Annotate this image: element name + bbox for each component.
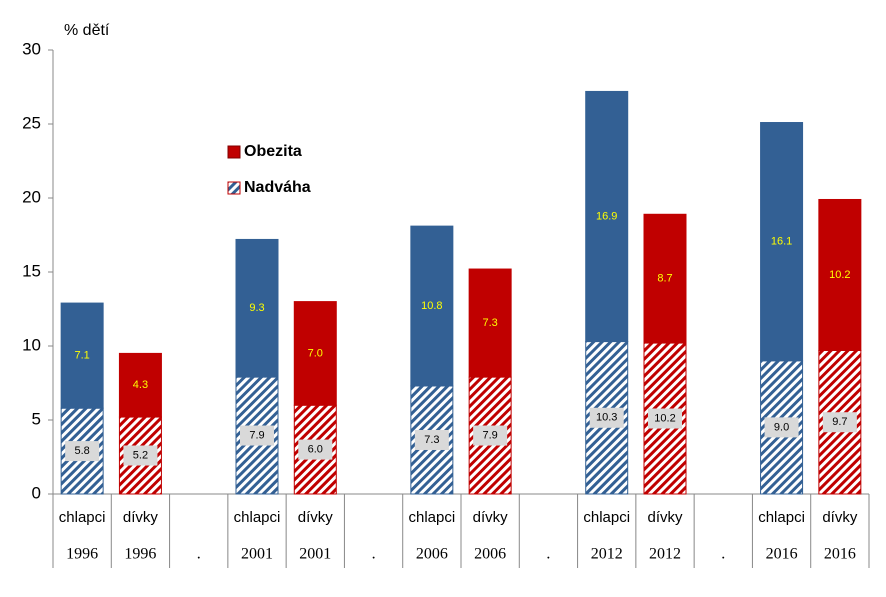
value-label: 7.0 [308,347,323,359]
bar-segment [60,302,104,409]
value-label: 7.3 [424,434,439,446]
value-label-box [123,445,158,466]
value-label: 5.8 [74,445,89,457]
x-tick-label: dívky [822,509,858,526]
value-label-box [822,412,857,433]
x-group-label: 2012 [649,546,681,563]
x-group-label: . [721,546,725,563]
x-tick-label: chlapci [409,509,456,526]
x-group-label: . [197,546,201,563]
x-group-label: 1996 [66,546,98,563]
value-label-box [65,441,100,462]
x-tick-label: chlapci [583,509,630,526]
y-tick-label: 30 [22,39,41,58]
bar-segment [643,213,687,344]
y-axis-label: % dětí [64,22,110,39]
value-label: 16.1 [771,236,792,248]
legend-label: Nadváha [244,179,311,196]
x-tick-label: chlapci [234,509,281,526]
x-group-label: . [546,546,550,563]
legend-label: Obezita [244,143,302,160]
value-label: 9.7 [832,416,847,428]
bar-segment [818,198,862,351]
value-label: 10.3 [596,412,617,424]
bar-segment [293,301,337,406]
legend-swatch [227,181,241,195]
bar-segment [585,90,629,343]
value-label: 7.9 [249,429,264,441]
x-tick-label: chlapci [59,509,106,526]
value-label: 6.0 [308,444,323,456]
x-group-label: 2001 [241,546,273,563]
value-label-box [589,407,624,428]
bar-segment [410,225,454,387]
value-label-box [240,425,274,446]
x-tick-label: dívky [473,509,509,526]
x-group-label: 2016 [824,546,856,563]
x-tick-label: dívky [123,509,159,526]
x-group-label: 1996 [124,546,156,563]
value-label-box [298,439,333,460]
value-label: 7.9 [482,429,497,441]
value-label: 9.3 [249,302,264,314]
x-group-label: 2012 [591,546,623,563]
value-label: 7.1 [74,350,89,362]
x-group-label: 2001 [299,546,331,563]
value-label-box [473,425,508,446]
x-tick-label: dívky [647,509,683,526]
y-tick-label: 15 [22,261,41,280]
value-label: 8.7 [657,273,672,285]
legend-swatch [227,145,241,159]
x-tick-label: dívky [298,509,334,526]
bar-segment [118,352,162,418]
value-label: 10.2 [829,269,850,281]
y-tick-label: 10 [22,335,41,354]
y-tick-label: 5 [32,409,41,428]
x-group-label: . [372,546,376,563]
value-label-box [764,417,799,438]
x-group-label: 2006 [474,546,506,563]
value-label-box [414,429,449,450]
bar-segment [468,268,512,378]
x-group-label: 2006 [416,546,448,563]
value-label: 16.9 [596,210,617,222]
value-label-box [648,408,682,429]
value-label: 7.3 [482,317,497,329]
value-label: 5.2 [133,449,148,461]
x-tick-label: chlapci [758,509,805,526]
bar-segment [235,238,279,378]
bar-segment [760,122,804,362]
y-tick-label: 20 [22,187,41,206]
y-tick-label: 25 [22,113,41,132]
value-label: 9.0 [774,421,789,433]
value-label: 10.8 [421,300,442,312]
y-tick-label: 0 [32,483,41,502]
x-group-label: 2016 [766,546,798,563]
value-label: 4.3 [133,379,148,391]
value-label: 10.2 [654,412,675,424]
